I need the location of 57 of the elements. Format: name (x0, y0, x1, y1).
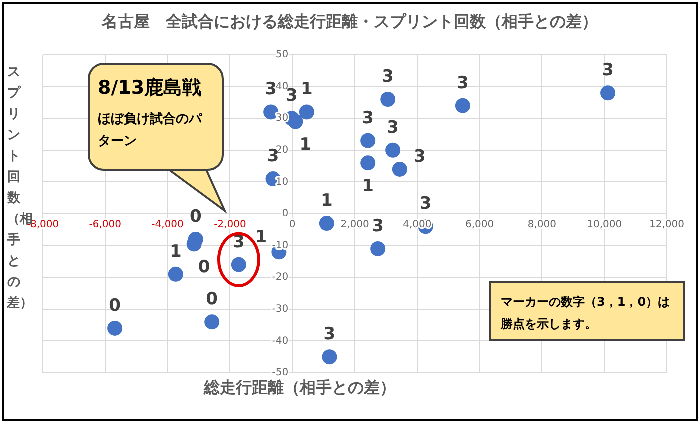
x-tick-label: -4,000 (152, 220, 184, 231)
y-tick-label: 50 (276, 50, 289, 61)
y-tick-label: -30 (272, 304, 289, 315)
point (360, 156, 376, 171)
annotation: 3 (233, 232, 245, 252)
chart-title: 名古屋 全試合における総走行距離・スプリント回数（相手との差） (100, 12, 599, 33)
y-tick-label: -20 (272, 272, 289, 284)
x-tick-label: 2,000 (340, 220, 370, 231)
y-tick-label: 0 (282, 208, 289, 220)
x-axis-title: 総走行距離（相手との差） (202, 378, 397, 399)
annotation: 8/13鹿島戦 (98, 76, 203, 101)
annotation: 3 (387, 118, 399, 138)
annotation: 1 (255, 228, 268, 248)
annotation: マーカーの数字（3，1，0）は勝点を示します。 (489, 281, 685, 341)
annotation: 3 (414, 146, 426, 167)
point (322, 350, 338, 365)
x-tick-label: 10,000 (587, 220, 622, 231)
annotation: 1 (362, 176, 374, 197)
annotation: 3 (420, 194, 432, 214)
point (204, 314, 220, 330)
x-tick-label: -6,000 (89, 220, 122, 231)
point (168, 266, 184, 282)
point (386, 142, 401, 158)
y-tick-label: -50 (272, 368, 289, 379)
annotation: 0 (206, 290, 218, 310)
x-tick-label: 12,000 (650, 220, 684, 231)
point (380, 92, 396, 108)
annotation: ほぼ負け試合のパターン (98, 111, 204, 151)
point (299, 104, 314, 120)
point (108, 320, 123, 336)
point (455, 98, 470, 114)
point (392, 162, 408, 177)
annotation: 3 (362, 108, 374, 128)
x-tick-label: 0 (289, 220, 296, 231)
annotation: 1 (301, 80, 313, 100)
x-tick-label: 6,000 (465, 220, 494, 231)
annotation: 3 (265, 80, 277, 100)
annotation: 3 (372, 216, 384, 236)
annotation: 1 (321, 190, 333, 211)
annotation: 3 (457, 73, 469, 94)
point (370, 241, 386, 256)
point (600, 86, 616, 101)
point (288, 114, 304, 130)
annotation: 0 (198, 258, 210, 278)
annotation: 3 (602, 60, 614, 81)
y-tick-label: 40 (276, 81, 289, 92)
annotation: 1 (170, 242, 182, 262)
y-tick-label: -40 (272, 336, 289, 347)
x-tick-label: -2,000 (214, 220, 246, 231)
annotation: 3 (324, 324, 336, 345)
point (319, 216, 334, 232)
annotation: 0 (109, 296, 122, 316)
point (360, 133, 376, 148)
annotation: 1 (300, 135, 312, 156)
y-tick-label: -10 (272, 240, 289, 252)
annotation: 3 (382, 66, 394, 87)
x-tick-label: 8,000 (528, 220, 557, 231)
